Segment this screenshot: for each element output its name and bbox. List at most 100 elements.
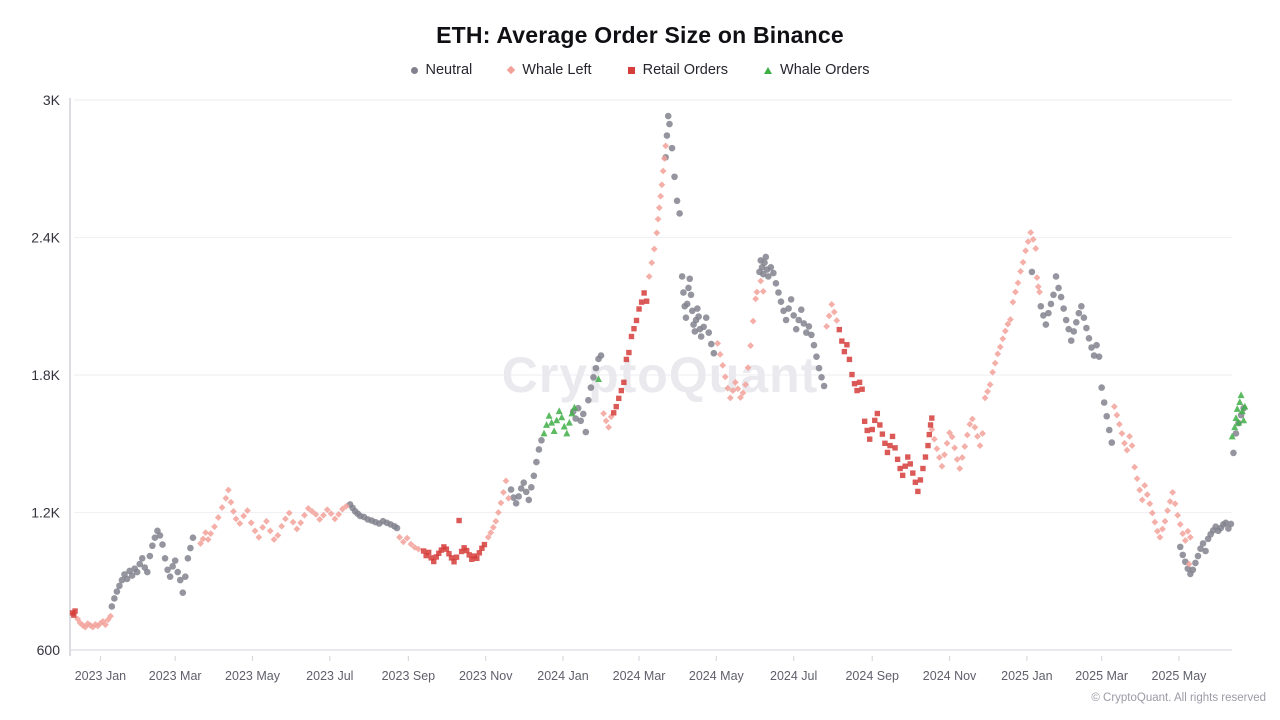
- data-point-square[interactable]: [915, 488, 921, 495]
- data-point-diamond[interactable]: [1148, 509, 1156, 517]
- data-point-square[interactable]: [638, 299, 645, 305]
- data-point-square[interactable]: [905, 454, 911, 460]
- data-point-square[interactable]: [428, 555, 434, 561]
- data-point-diamond[interactable]: [1027, 229, 1035, 236]
- data-point-circle[interactable]: [128, 572, 136, 579]
- data-point-square[interactable]: [844, 342, 850, 348]
- data-point-circle[interactable]: [800, 320, 808, 327]
- data-point-circle[interactable]: [673, 197, 681, 205]
- data-point-square[interactable]: [481, 541, 488, 548]
- data-point-circle[interactable]: [772, 280, 780, 287]
- data-point-circle[interactable]: [785, 305, 792, 312]
- data-point-circle[interactable]: [1060, 305, 1067, 312]
- data-point-circle[interactable]: [678, 273, 686, 280]
- data-point-circle[interactable]: [761, 259, 768, 267]
- data-point-square[interactable]: [872, 417, 878, 424]
- data-point-circle[interactable]: [795, 316, 803, 324]
- data-point-diamond[interactable]: [240, 512, 248, 520]
- data-point-triangle[interactable]: [1240, 416, 1248, 424]
- data-point-diamond[interactable]: [202, 529, 210, 537]
- data-point-diamond[interactable]: [1115, 420, 1123, 428]
- data-point-square[interactable]: [611, 410, 617, 416]
- data-point-diamond[interactable]: [497, 499, 505, 507]
- data-point-diamond[interactable]: [757, 277, 765, 285]
- data-point-triangle[interactable]: [558, 413, 566, 421]
- data-point-triangle[interactable]: [560, 422, 568, 430]
- data-point-circle[interactable]: [512, 500, 520, 507]
- data-point-circle[interactable]: [123, 575, 131, 583]
- data-point-square[interactable]: [920, 465, 926, 472]
- data-point-diamond[interactable]: [1174, 511, 1182, 519]
- data-point-diamond[interactable]: [1176, 521, 1184, 528]
- data-point-circle[interactable]: [700, 323, 707, 331]
- data-point-circle[interactable]: [676, 210, 683, 217]
- data-point-diamond[interactable]: [661, 155, 668, 162]
- data-point-diamond[interactable]: [301, 511, 308, 519]
- data-point-square[interactable]: [420, 548, 427, 554]
- data-point-circle[interactable]: [1050, 291, 1057, 299]
- data-point-square[interactable]: [436, 550, 442, 556]
- data-point-diamond[interactable]: [1143, 491, 1151, 499]
- data-point-diamond[interactable]: [1181, 537, 1189, 544]
- data-point-diamond[interactable]: [655, 204, 663, 212]
- data-point-triangle[interactable]: [1238, 407, 1246, 415]
- data-point-diamond[interactable]: [255, 533, 263, 541]
- data-point-circle[interactable]: [1100, 399, 1108, 406]
- data-point-diamond[interactable]: [662, 142, 670, 150]
- data-point-square[interactable]: [925, 442, 931, 449]
- data-point-circle[interactable]: [787, 296, 795, 303]
- data-point-circle[interactable]: [592, 364, 600, 372]
- data-point-diamond[interactable]: [600, 410, 607, 417]
- data-point-circle[interactable]: [590, 373, 597, 381]
- data-point-diamond[interactable]: [828, 301, 836, 308]
- data-point-circle[interactable]: [810, 341, 818, 349]
- data-point-diamond[interactable]: [285, 509, 293, 517]
- data-point-square[interactable]: [628, 333, 635, 340]
- data-point-triangle[interactable]: [550, 427, 558, 435]
- data-point-circle[interactable]: [507, 486, 515, 493]
- data-point-circle[interactable]: [151, 534, 159, 542]
- data-point-circle[interactable]: [820, 382, 828, 390]
- data-point-diamond[interactable]: [1136, 486, 1144, 494]
- data-point-circle[interactable]: [688, 307, 696, 315]
- data-point-diamond[interactable]: [963, 431, 971, 439]
- data-point-square[interactable]: [839, 338, 845, 344]
- data-point-diamond[interactable]: [999, 335, 1007, 343]
- data-point-circle[interactable]: [705, 329, 713, 336]
- data-point-triangle[interactable]: [548, 418, 556, 426]
- data-point-square[interactable]: [621, 379, 627, 386]
- data-point-circle[interactable]: [108, 603, 116, 610]
- data-point-circle[interactable]: [1055, 284, 1062, 292]
- data-point-diamond[interactable]: [1186, 533, 1194, 541]
- data-point-circle[interactable]: [663, 132, 671, 139]
- data-point-square[interactable]: [451, 559, 457, 565]
- data-point-diamond[interactable]: [752, 295, 760, 303]
- data-point-square[interactable]: [456, 517, 462, 524]
- data-point-square[interactable]: [917, 477, 924, 483]
- data-point-square[interactable]: [892, 445, 898, 451]
- data-point-circle[interactable]: [1062, 316, 1070, 324]
- data-point-circle[interactable]: [1067, 337, 1075, 344]
- data-point-diamond[interactable]: [232, 515, 240, 523]
- data-point-diamond[interactable]: [1017, 268, 1024, 275]
- data-point-circle[interactable]: [1093, 341, 1100, 349]
- data-point-diamond[interactable]: [657, 192, 664, 200]
- data-point-diamond[interactable]: [494, 509, 502, 516]
- data-point-circle[interactable]: [597, 352, 605, 359]
- data-point-square[interactable]: [869, 426, 875, 433]
- data-point-circle[interactable]: [687, 291, 695, 299]
- data-point-circle[interactable]: [759, 270, 767, 278]
- data-point-diamond[interactable]: [1001, 327, 1009, 335]
- data-point-diamond[interactable]: [492, 517, 500, 525]
- data-point-circle[interactable]: [535, 446, 543, 453]
- data-point-diamond[interactable]: [994, 350, 1002, 358]
- data-point-square[interactable]: [856, 379, 863, 386]
- data-point-diamond[interactable]: [1024, 238, 1032, 246]
- legend-item-whale-orders[interactable]: Whale Orders: [764, 62, 869, 78]
- data-point-circle[interactable]: [517, 485, 525, 492]
- data-point-square[interactable]: [423, 552, 429, 559]
- data-point-diamond[interactable]: [505, 494, 512, 502]
- data-point-circle[interactable]: [782, 316, 790, 324]
- data-point-circle[interactable]: [775, 289, 782, 296]
- data-point-circle[interactable]: [818, 373, 825, 381]
